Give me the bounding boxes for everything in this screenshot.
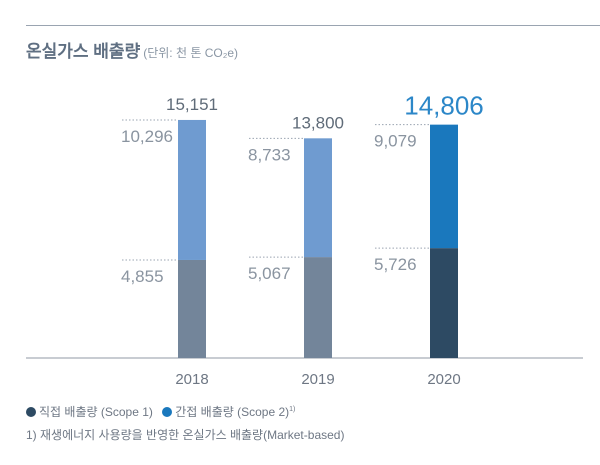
- unit-label: (단위: 천 톤 CO₂e): [143, 46, 239, 60]
- label-total-2020: 14,806: [404, 91, 484, 121]
- label-total-2018: 15,151: [166, 95, 218, 114]
- legend-footnote-mark: 1): [289, 406, 296, 413]
- bar-scope2-2018: [178, 119, 206, 260]
- bar-scope2-2020: [430, 124, 458, 249]
- top-rule: [26, 25, 600, 26]
- bar-scope2-2019: [304, 138, 332, 258]
- bar-scope1-2019: [304, 257, 332, 358]
- label-scope2-2020: 9,079: [374, 132, 417, 151]
- chart-title: 온실가스 배출량 (단위: 천 톤 CO₂e): [26, 37, 238, 62]
- label-total-2019: 13,800: [292, 113, 344, 132]
- scope1-legend-dot-icon: [26, 407, 36, 417]
- label-scope1-2020: 5,726: [374, 255, 417, 274]
- label-scope1-2019: 5,067: [248, 264, 291, 283]
- bar-scope1-2020: [430, 248, 458, 358]
- legend-scope1: 직접 배출량 (Scope 1): [39, 405, 153, 419]
- title-text: 온실가스 배출량: [26, 42, 141, 61]
- scope2-legend-dot-icon: [162, 407, 173, 417]
- x-tick-2020: 2020: [427, 371, 460, 388]
- x-tick-2018: 2018: [175, 371, 208, 388]
- bar-chart: 10,296 4,855 15,151 2018 8,733 5,067 13,800 201…: [26, 91, 583, 388]
- legend: 직접 배출량 (Scope 1) 간접 배출량 (Scope 2)1): [26, 403, 295, 420]
- label-scope2-2019: 8,733: [248, 145, 291, 164]
- label-scope2-2018: 10,296: [121, 127, 173, 146]
- x-tick-2019: 2019: [301, 371, 334, 388]
- footnote: 1) 재생에너지 사용량을 반영한 온실가스 배출량(Market-based): [26, 428, 345, 442]
- label-scope1-2018: 4,855: [121, 267, 164, 286]
- bar-scope1-2018: [178, 259, 206, 358]
- legend-scope2: 간접 배출량 (Scope 2): [175, 405, 290, 419]
